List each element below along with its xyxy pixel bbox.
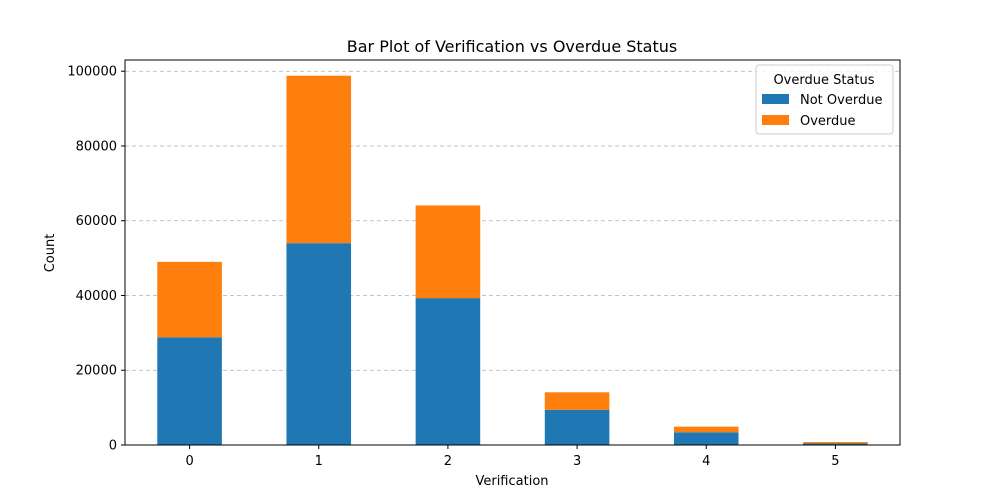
x-tick-label: 2 <box>444 454 452 469</box>
bar-not-overdue-3 <box>544 409 610 445</box>
y-axis: 0 20000 40000 60000 80000 100000 <box>67 65 125 454</box>
bar-not-overdue-5 <box>803 443 868 445</box>
legend-label-overdue: Overdue <box>800 114 856 129</box>
x-axis-label: Verification <box>475 474 548 489</box>
legend-swatch-not-overdue <box>762 94 789 104</box>
y-axis-label: Count <box>43 234 58 273</box>
bar-overdue-2 <box>415 205 481 299</box>
bar-overdue-5 <box>803 442 868 444</box>
bar-not-overdue-2 <box>415 298 481 445</box>
legend: Overdue Status Not Overdue Overdue <box>755 64 894 135</box>
legend-swatch-overdue <box>762 115 789 125</box>
y-tick-label: 100000 <box>67 65 117 80</box>
y-tick-label: 20000 <box>76 364 117 379</box>
x-axis: 0 1 2 3 4 5 <box>185 445 840 469</box>
x-tick-label: 1 <box>315 454 323 469</box>
bar-not-overdue-0 <box>157 337 222 445</box>
x-tick-label: 3 <box>573 454 581 469</box>
legend-title: Overdue Status <box>773 73 874 88</box>
bar-overdue-3 <box>544 392 610 410</box>
x-tick-label: 0 <box>185 454 193 469</box>
legend-label-not-overdue: Not Overdue <box>800 93 882 108</box>
legend-box <box>755 64 894 135</box>
bar-overdue-1 <box>286 75 352 244</box>
bars <box>157 75 868 445</box>
y-tick-label: 60000 <box>76 214 117 229</box>
bar-not-overdue-4 <box>673 432 739 445</box>
y-tick-label: 0 <box>109 439 117 454</box>
y-tick-label: 40000 <box>76 289 117 304</box>
chart-title: Bar Plot of Verification vs Overdue Stat… <box>347 37 677 56</box>
bar-overdue-0 <box>157 261 222 338</box>
x-tick-label: 4 <box>702 454 710 469</box>
x-tick-label: 5 <box>831 454 839 469</box>
y-tick-label: 80000 <box>76 139 117 154</box>
bar-not-overdue-1 <box>286 243 352 445</box>
bar-overdue-4 <box>673 426 739 433</box>
plot-frame <box>124 59 901 446</box>
